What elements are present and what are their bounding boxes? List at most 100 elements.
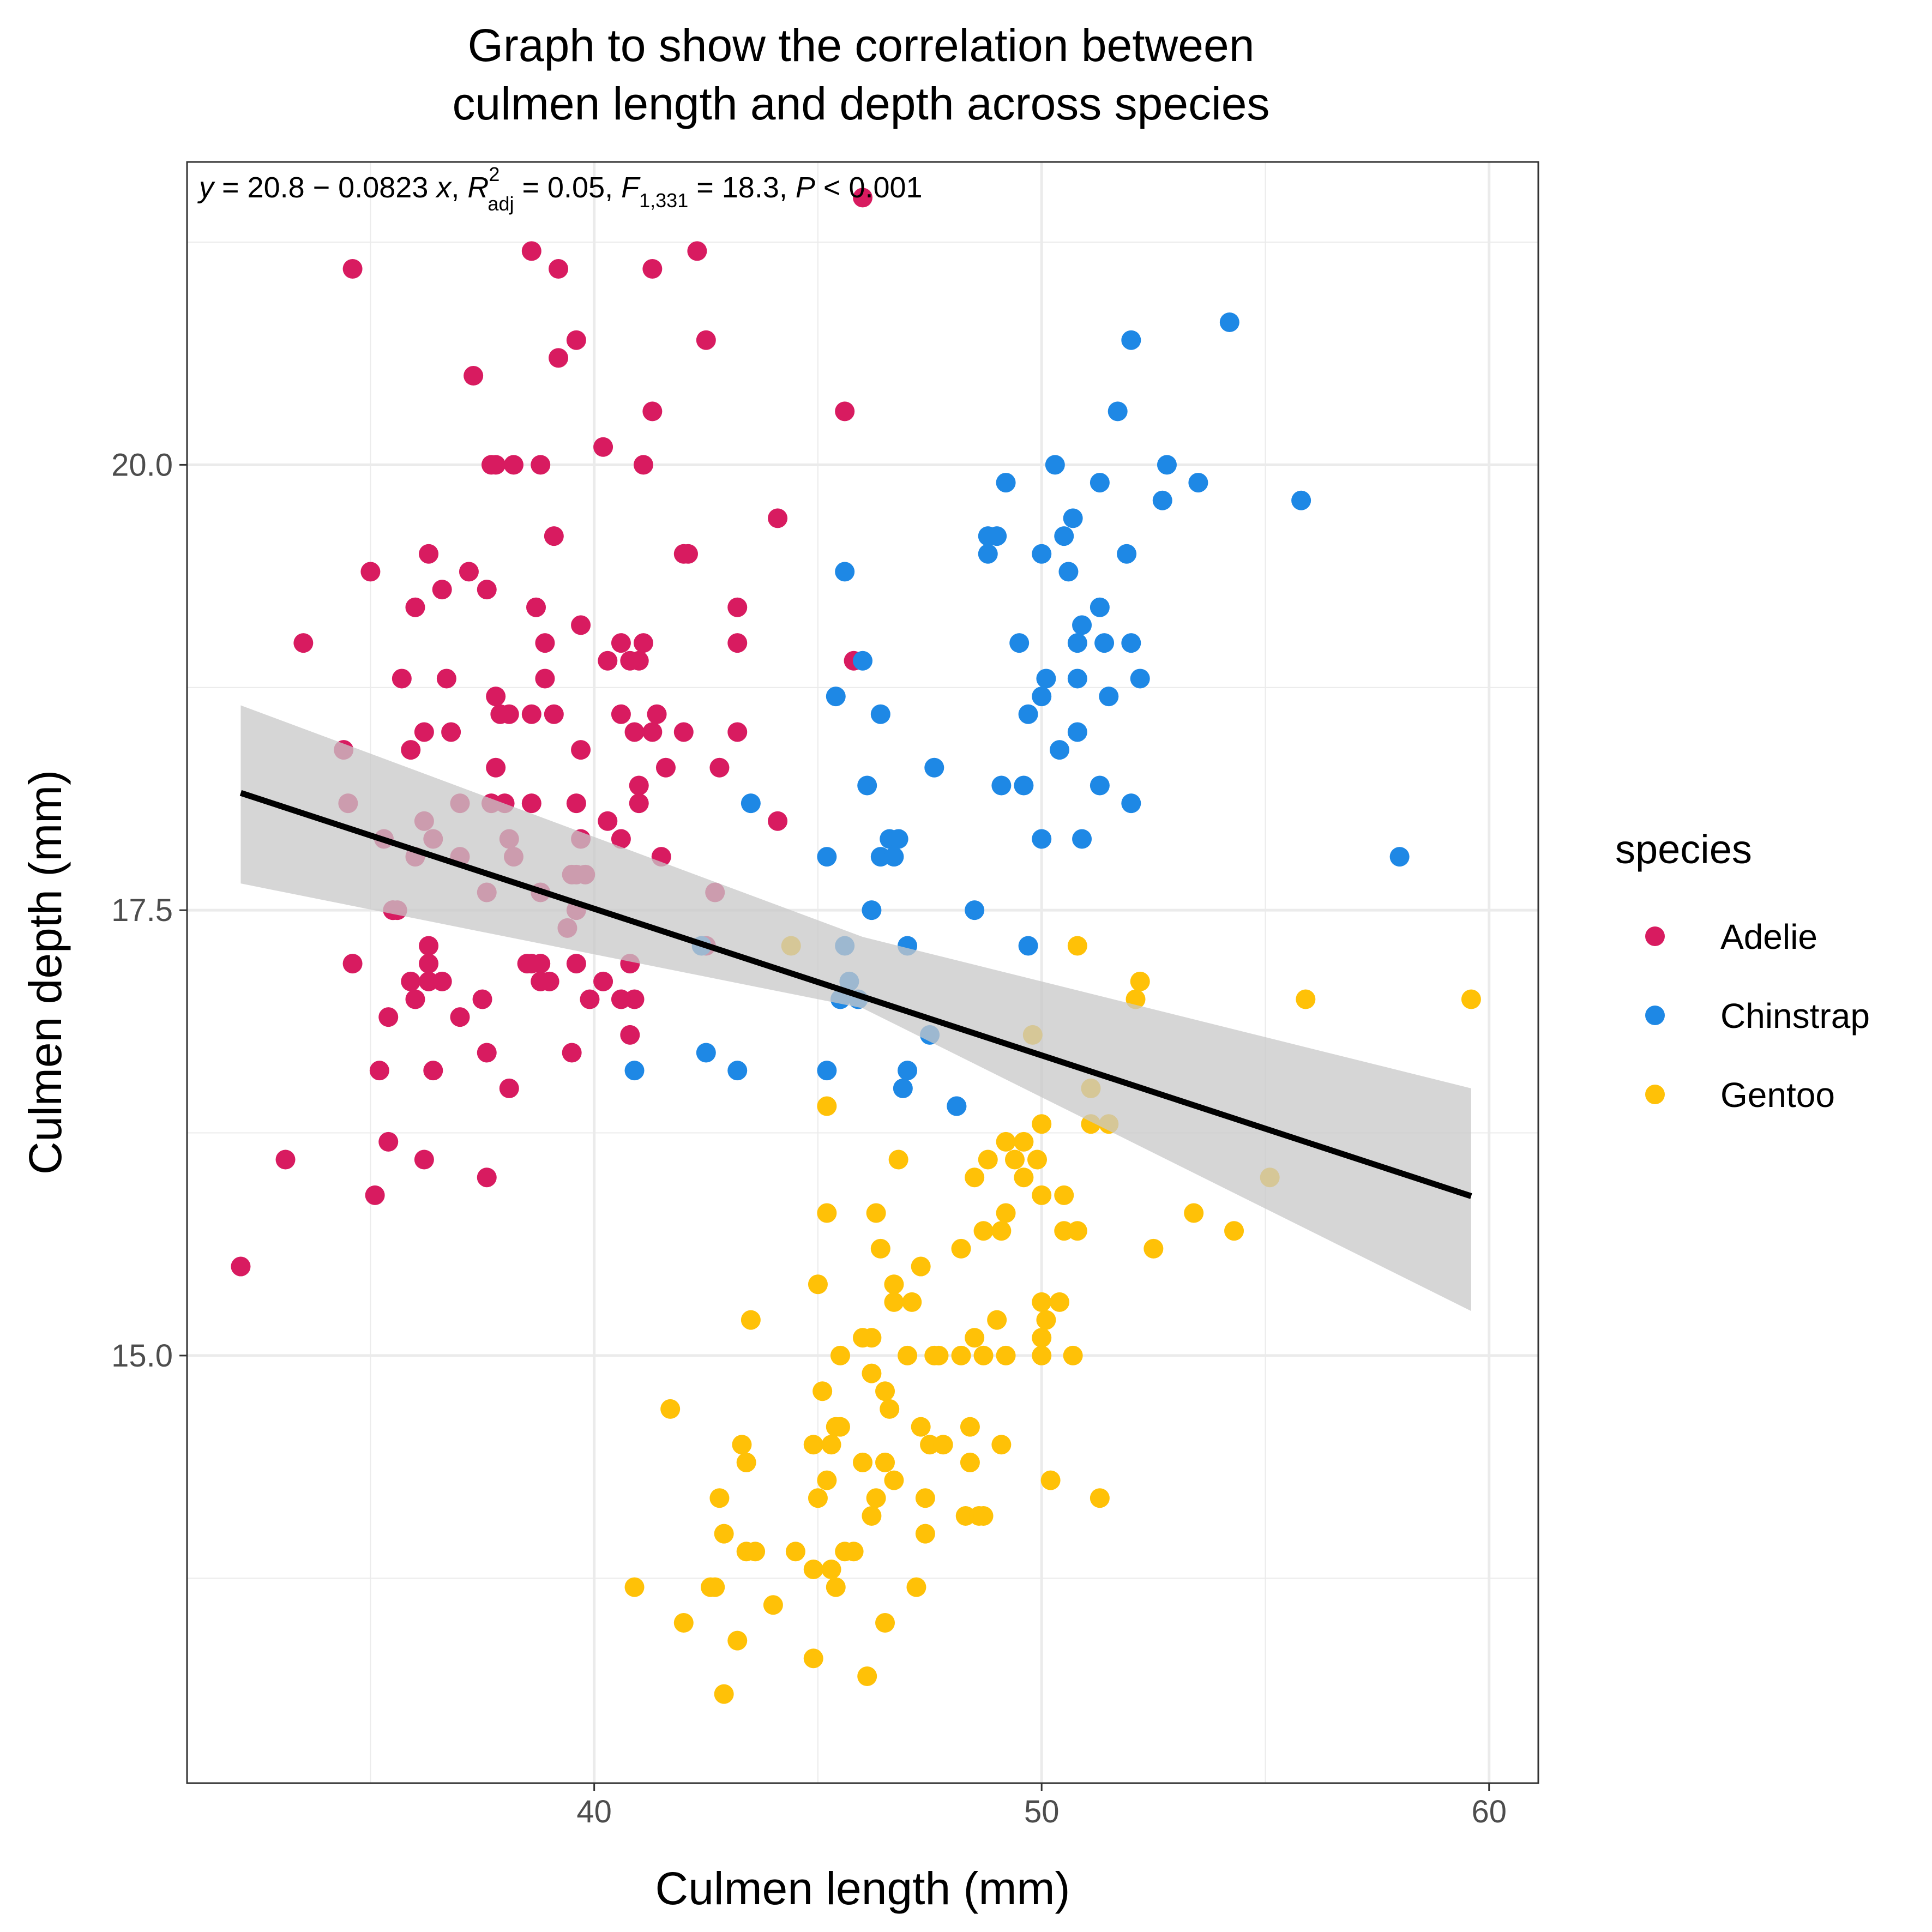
point-chinstrap bbox=[1121, 793, 1141, 814]
point-gentoo bbox=[978, 1149, 998, 1170]
point-adelie bbox=[620, 651, 640, 671]
point-adelie bbox=[521, 793, 541, 814]
point-gentoo bbox=[714, 1524, 734, 1544]
point-gentoo bbox=[987, 1310, 1007, 1330]
point-gentoo bbox=[915, 1524, 935, 1544]
point-gentoo bbox=[1027, 1149, 1048, 1170]
y-tick-label: 17.5 bbox=[111, 893, 173, 928]
point-gentoo bbox=[866, 1488, 886, 1508]
point-adelie bbox=[835, 401, 855, 422]
point-chinstrap bbox=[1054, 526, 1074, 546]
point-chinstrap bbox=[741, 793, 761, 814]
point-chinstrap bbox=[978, 544, 998, 564]
point-gentoo bbox=[826, 1417, 846, 1437]
point-chinstrap bbox=[884, 847, 904, 867]
point-chinstrap bbox=[1032, 829, 1052, 849]
point-gentoo bbox=[929, 1345, 949, 1365]
point-adelie bbox=[633, 455, 653, 475]
point-chinstrap bbox=[965, 900, 985, 920]
point-adelie bbox=[562, 1043, 582, 1063]
point-adelie bbox=[571, 740, 591, 760]
point-adelie bbox=[624, 722, 645, 742]
point-adelie bbox=[853, 188, 872, 208]
point-adelie bbox=[611, 633, 631, 653]
point-adelie bbox=[477, 580, 497, 600]
point-adelie bbox=[414, 1149, 434, 1170]
point-adelie bbox=[580, 989, 600, 1009]
point-gentoo bbox=[991, 1221, 1012, 1241]
legend-key-adelie bbox=[1645, 926, 1665, 946]
point-chinstrap bbox=[1291, 490, 1311, 510]
point-adelie bbox=[360, 562, 381, 582]
point-chinstrap bbox=[857, 775, 877, 796]
point-chinstrap bbox=[727, 1061, 748, 1081]
point-gentoo bbox=[1032, 1114, 1052, 1134]
point-gentoo bbox=[1067, 936, 1087, 956]
point-adelie bbox=[655, 757, 676, 778]
point-adelie bbox=[624, 989, 645, 1009]
confidence-band bbox=[240, 705, 1471, 1311]
point-gentoo bbox=[973, 1221, 994, 1241]
point-chinstrap bbox=[870, 847, 890, 867]
point-chinstrap bbox=[1072, 829, 1092, 849]
point-adelie bbox=[503, 455, 523, 475]
point-gentoo bbox=[1014, 1167, 1034, 1188]
y-axis-title: Culmen depth (mm) bbox=[20, 770, 71, 1175]
chart-title-line-2: culmen length and depth across species bbox=[453, 78, 1270, 129]
point-chinstrap bbox=[1018, 704, 1038, 724]
point-adelie bbox=[571, 615, 591, 635]
point-chinstrap bbox=[1036, 669, 1056, 689]
y-tick-label: 15.0 bbox=[111, 1338, 173, 1374]
point-chinstrap bbox=[862, 900, 882, 920]
point-adelie bbox=[401, 971, 421, 991]
point-chinstrap bbox=[1152, 490, 1172, 510]
y-tick-label: 20.0 bbox=[111, 447, 173, 483]
point-gentoo bbox=[709, 1488, 730, 1508]
point-adelie bbox=[486, 687, 506, 707]
point-chinstrap bbox=[1067, 669, 1087, 689]
point-gentoo bbox=[857, 1666, 877, 1686]
point-adelie bbox=[535, 633, 555, 653]
point-adelie bbox=[544, 526, 564, 546]
point-gentoo bbox=[996, 1131, 1016, 1152]
point-adelie bbox=[378, 1131, 399, 1152]
point-adelie bbox=[436, 669, 456, 689]
point-adelie bbox=[611, 829, 631, 849]
point-gentoo bbox=[1184, 1203, 1204, 1223]
point-chinstrap bbox=[987, 526, 1007, 546]
point-adelie bbox=[432, 580, 452, 600]
point-gentoo bbox=[821, 1559, 841, 1579]
point-gentoo bbox=[808, 1488, 828, 1508]
point-adelie bbox=[477, 1167, 497, 1188]
point-gentoo bbox=[862, 1328, 882, 1348]
point-chinstrap bbox=[1018, 936, 1038, 956]
point-chinstrap bbox=[898, 1061, 918, 1081]
point-adelie bbox=[342, 954, 363, 974]
point-adelie bbox=[642, 401, 663, 422]
point-gentoo bbox=[973, 1506, 994, 1526]
point-adelie bbox=[673, 722, 694, 742]
point-gentoo bbox=[853, 1452, 872, 1472]
point-chinstrap bbox=[1050, 740, 1070, 760]
point-adelie bbox=[549, 348, 569, 368]
point-adelie bbox=[450, 1007, 470, 1027]
point-chinstrap bbox=[1014, 775, 1034, 796]
point-gentoo bbox=[933, 1435, 953, 1455]
point-gentoo bbox=[951, 1345, 971, 1365]
point-gentoo bbox=[826, 1577, 846, 1597]
point-chinstrap bbox=[1121, 633, 1141, 653]
point-gentoo bbox=[884, 1274, 904, 1295]
point-gentoo bbox=[951, 1238, 971, 1259]
point-gentoo bbox=[808, 1274, 828, 1295]
legend: species Adelie Chinstrap Gentoo bbox=[1615, 827, 1870, 1115]
point-adelie bbox=[342, 259, 363, 279]
point-gentoo bbox=[1067, 1221, 1087, 1241]
legend-label-chinstrap: Chinstrap bbox=[1720, 996, 1870, 1036]
point-adelie bbox=[593, 971, 613, 991]
point-adelie bbox=[521, 241, 541, 261]
major-gridlines bbox=[187, 162, 1538, 1783]
point-adelie bbox=[419, 544, 439, 564]
point-adelie bbox=[598, 811, 618, 831]
plot-panel: y = 20.8 − 0.0823 x, R2 adj = 0.05, F1,33… bbox=[186, 161, 1539, 1784]
point-gentoo bbox=[973, 1345, 994, 1365]
